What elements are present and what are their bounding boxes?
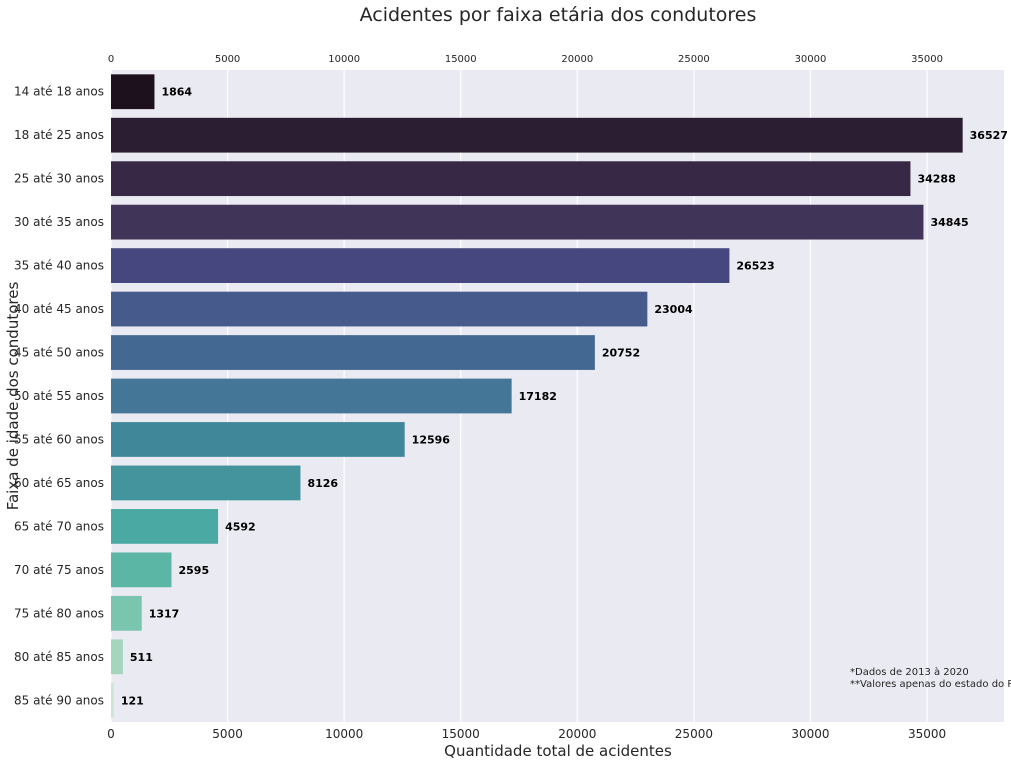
x-tick-label: 0 — [107, 727, 115, 741]
x-tick-label-top: 25000 — [678, 54, 710, 65]
x-axis-label: Quantidade total de acidentes — [444, 742, 672, 760]
bar — [111, 639, 123, 675]
bar — [111, 378, 512, 414]
x-tick-label-top: 30000 — [795, 54, 827, 65]
bar-value-label: 34288 — [917, 173, 955, 186]
bar — [111, 335, 595, 370]
bars — [111, 74, 963, 718]
bar-value-label: 121 — [121, 694, 144, 707]
x-tick-label-top: 5000 — [215, 54, 240, 65]
bar — [111, 552, 172, 588]
y-tick-label: 70 até 75 anos — [14, 563, 104, 577]
x-tick-label-top: 15000 — [445, 54, 477, 65]
bar — [111, 682, 114, 718]
annotation-date-range: *Dados de 2013 à 2020 — [850, 666, 969, 678]
y-axis-label: Faixa de idade dos condutores — [4, 282, 22, 511]
y-tick-label: 65 até 70 anos — [14, 519, 104, 533]
y-tick-label: 25 até 30 anos — [14, 172, 104, 186]
bar-value-label: 2595 — [179, 564, 210, 577]
bar-value-label: 1864 — [161, 86, 192, 99]
x-tick-label-top: 20000 — [561, 54, 593, 65]
x-tick-labels-bottom: 0 5000 10000 15000 20000 25000 30000 35000 — [107, 727, 946, 741]
x-tick-label: 15000 — [442, 727, 480, 741]
bar — [111, 248, 730, 283]
x-tick-label: 5000 — [212, 727, 243, 741]
y-tick-labels: 14 até 18 anos 18 até 25 anos 25 até 30 an… — [14, 85, 104, 708]
bar — [111, 509, 219, 544]
bar — [111, 74, 155, 110]
chart-title: Acidentes por faixa etária dos condutore… — [360, 4, 757, 26]
y-tick-label: 85 até 90 anos — [14, 693, 104, 707]
x-tick-labels-top: 0 5000 10000 15000 20000 25000 30000 35000 — [108, 54, 943, 65]
x-tick-label-top: 35000 — [911, 54, 943, 65]
bar — [111, 291, 648, 327]
y-tick-label: 50 até 55 anos — [14, 389, 104, 403]
y-tick-label: 40 até 45 anos — [14, 302, 104, 316]
y-tick-label: 75 até 80 anos — [14, 606, 104, 620]
y-tick-label: 18 até 25 anos — [14, 128, 104, 142]
bar-value-label: 20752 — [602, 347, 640, 360]
bar-value-label: 1317 — [149, 607, 180, 620]
x-tick-label: 25000 — [675, 727, 713, 741]
y-tick-label: 45 até 50 anos — [14, 346, 104, 360]
x-tick-label-top: 10000 — [328, 54, 360, 65]
bar — [111, 465, 301, 501]
y-tick-label: 35 até 40 anos — [14, 259, 104, 273]
bar-value-label: 12596 — [412, 433, 451, 446]
annotation-region: **Valores apenas do estado do RS — [850, 679, 1011, 690]
x-tick-label: 20000 — [558, 727, 596, 741]
bar — [111, 595, 142, 631]
y-tick-label: 55 até 60 anos — [14, 432, 104, 446]
bar — [111, 161, 911, 197]
x-tick-label-top: 0 — [108, 54, 114, 65]
y-tick-label: 14 até 18 anos — [14, 85, 104, 99]
data-labels: 1864 36527 34288 34845 26523 23004 20752 17182 1… — [121, 86, 1008, 708]
bar-value-label: 511 — [130, 651, 153, 664]
bar-value-label: 17182 — [519, 390, 557, 403]
bar-value-label: 8126 — [307, 477, 338, 490]
y-tick-label: 30 até 35 anos — [14, 215, 104, 229]
bar — [111, 117, 963, 153]
x-tick-label: 30000 — [791, 727, 829, 741]
bar-value-label: 34845 — [930, 216, 968, 229]
y-tick-label: 60 até 65 anos — [14, 476, 104, 490]
x-tick-label: 10000 — [325, 727, 363, 741]
bar-value-label: 4592 — [225, 520, 256, 533]
bar-value-label: 23004 — [654, 303, 693, 316]
x-tick-label: 35000 — [908, 727, 946, 741]
bar-value-label: 26523 — [736, 260, 774, 273]
y-tick-label: 80 até 85 anos — [14, 650, 104, 664]
bar — [111, 422, 405, 457]
bar-value-label: 36527 — [970, 129, 1008, 142]
bar — [111, 204, 924, 240]
